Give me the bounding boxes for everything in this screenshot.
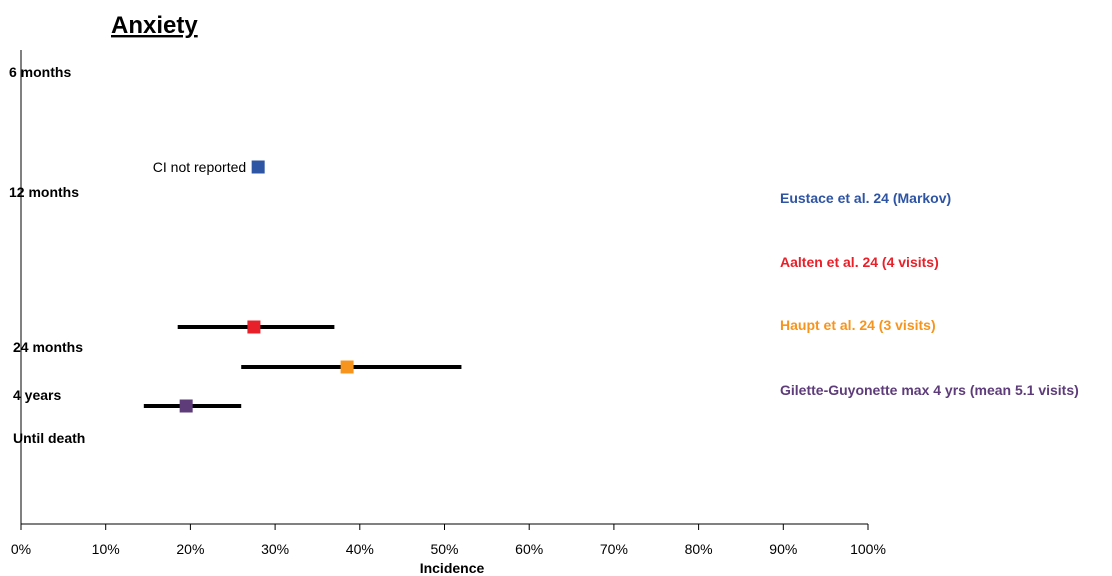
y-label: 24 months — [13, 339, 83, 355]
x-tick-label: 30% — [261, 541, 289, 557]
legend: Eustace et al. 24 (Markov) Aalten et al. … — [780, 190, 1079, 398]
x-tick-label: 70% — [600, 541, 628, 557]
x-tick-label: 0% — [11, 541, 31, 557]
x-tick-label: 10% — [92, 541, 120, 557]
y-labels: 6 months 12 months 24 months 4 years Until d… — [9, 64, 85, 446]
data-marks: CI not reported — [143, 159, 462, 413]
legend-entry: Aalten et al. 24 (4 visits) — [780, 254, 939, 270]
annotation-ci-not-reported: CI not reported — [153, 159, 246, 175]
x-tick-label: 40% — [346, 541, 374, 557]
y-label: 12 months — [9, 184, 79, 200]
point-estimate — [179, 399, 193, 413]
x-tick-label: 20% — [176, 541, 204, 557]
legend-entry: Gilette-Guyonette max 4 yrs (mean 5.1 vi… — [780, 382, 1079, 398]
x-axis-label: Incidence — [420, 560, 485, 576]
chart-title: Anxiety — [111, 12, 198, 39]
y-label: 6 months — [9, 64, 71, 80]
x-ticks: 0% 10% 20% 30% 40% 50% 60% 70% 80% 90% 100% — [11, 524, 886, 557]
x-tick-label: 50% — [430, 541, 458, 557]
legend-entry: Eustace et al. 24 (Markov) — [780, 190, 951, 206]
point-estimate — [247, 320, 261, 334]
legend-entry: Haupt et al. 24 (3 visits) — [780, 317, 936, 333]
x-tick-label: 60% — [515, 541, 543, 557]
x-tick-label: 100% — [850, 541, 886, 557]
point-estimate — [251, 160, 265, 174]
x-tick-label: 80% — [685, 541, 713, 557]
y-label: Until death — [13, 430, 85, 446]
x-tick-label: 90% — [769, 541, 797, 557]
y-label: 4 years — [13, 387, 61, 403]
point-estimate — [340, 360, 354, 374]
